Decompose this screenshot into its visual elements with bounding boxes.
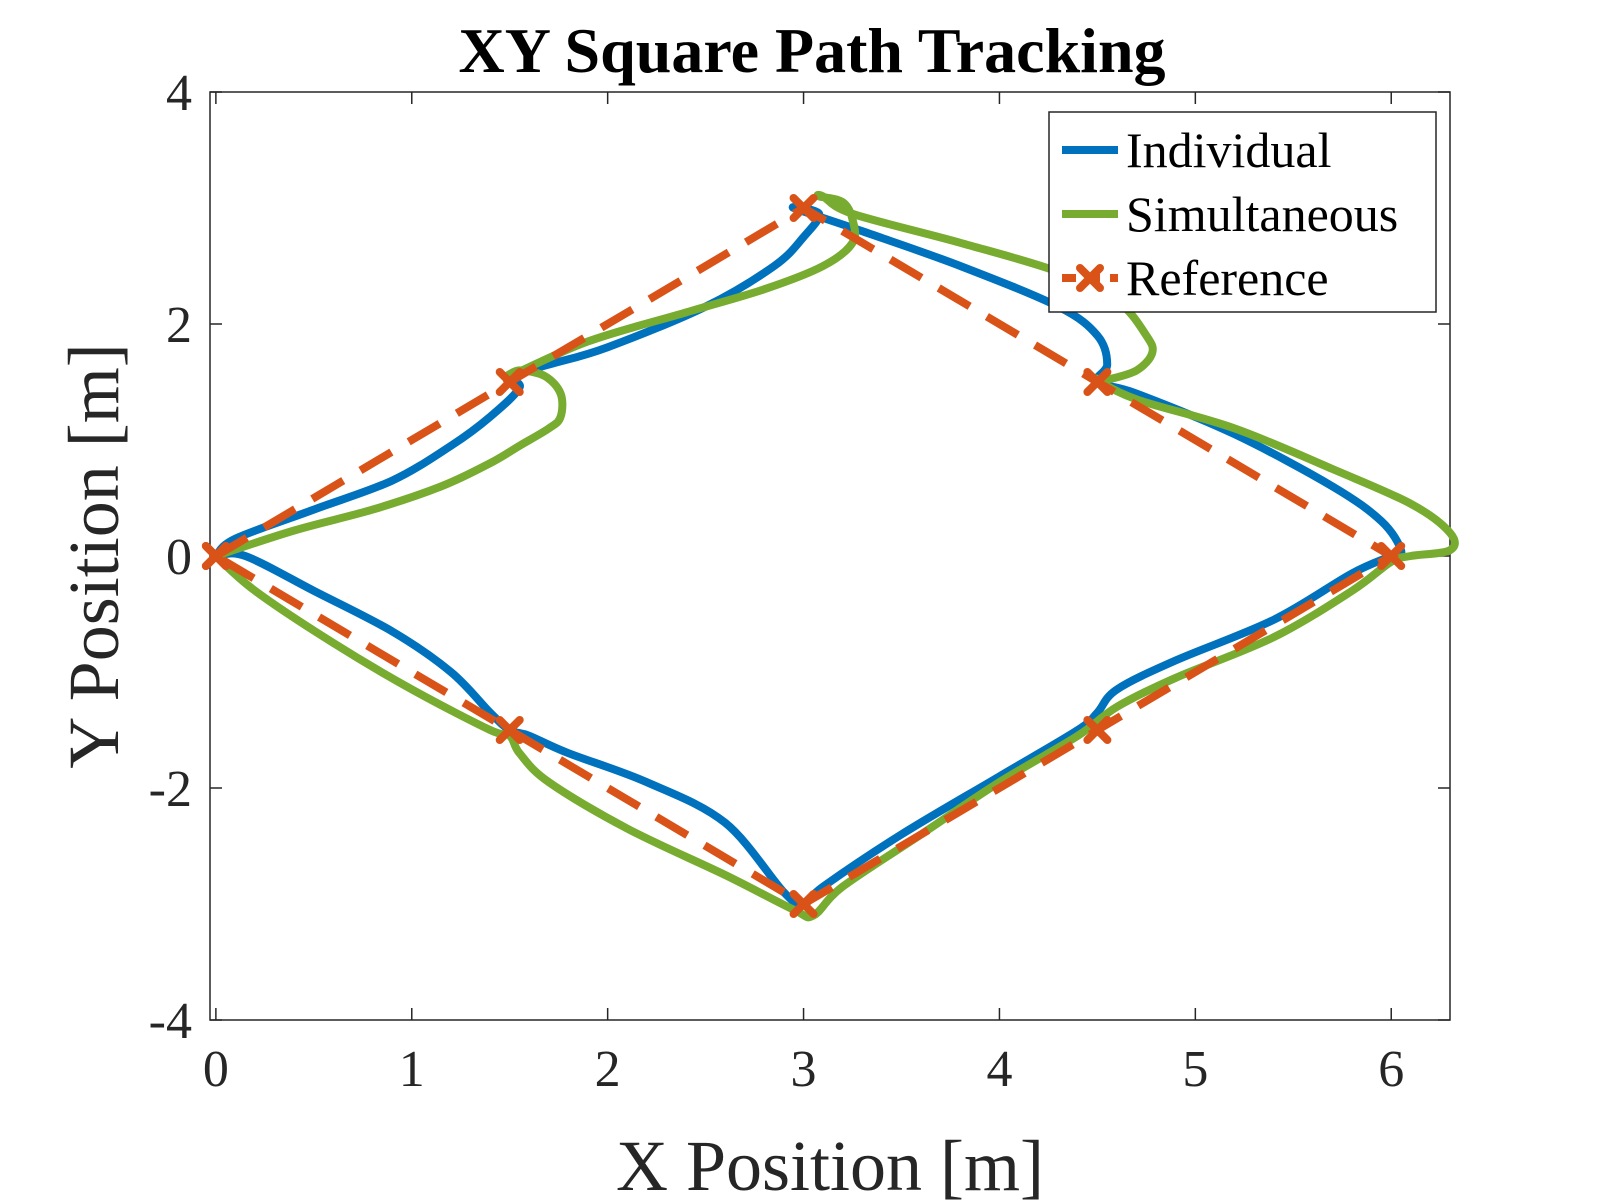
y-tick-labels: -4 -2 0 2 4 bbox=[149, 65, 192, 1050]
legend-label-reference: Reference bbox=[1126, 250, 1329, 306]
legend-label-individual: Individual bbox=[1126, 122, 1332, 178]
data-point-reference bbox=[1083, 368, 1112, 396]
y-tick-label: -4 bbox=[149, 993, 192, 1050]
x-axis-label: X Position [m] bbox=[616, 1126, 1044, 1200]
x-tick-label: 0 bbox=[203, 1041, 229, 1098]
x-tick-label: 1 bbox=[399, 1041, 425, 1098]
x-tick-label: 6 bbox=[1378, 1041, 1404, 1098]
y-tick-label: 0 bbox=[166, 529, 192, 586]
legend: Individual Simultaneous Reference bbox=[1048, 111, 1437, 313]
data-point-reference bbox=[789, 890, 818, 918]
y-tick-label: 4 bbox=[166, 65, 192, 122]
y-tick-label: 2 bbox=[166, 297, 192, 354]
legend-entries: Individual Simultaneous Reference bbox=[1062, 122, 1398, 306]
x-tick-label: 5 bbox=[1182, 1041, 1208, 1098]
data-point-reference bbox=[1083, 716, 1112, 744]
series-individual bbox=[209, 203, 1406, 909]
x-tick-label: 2 bbox=[595, 1041, 621, 1098]
series-layer bbox=[201, 190, 1459, 922]
y-axis-label: Y Position [m] bbox=[54, 343, 134, 768]
legend-marker-reference bbox=[1076, 264, 1104, 292]
legend-entry-individual: Individual bbox=[1062, 122, 1332, 178]
series-reference bbox=[201, 194, 1406, 918]
data-point-reference bbox=[495, 368, 524, 396]
series-line-individual bbox=[209, 203, 1406, 909]
ticks bbox=[210, 91, 1450, 1021]
data-point-reference bbox=[495, 716, 524, 744]
y-tick-label: -2 bbox=[149, 761, 192, 818]
legend-entry-reference: Reference bbox=[1062, 250, 1329, 306]
legend-label-simultaneous: Simultaneous bbox=[1126, 186, 1398, 242]
chart-title: XY Square Path Tracking bbox=[458, 15, 1165, 86]
data-point-reference bbox=[789, 194, 818, 222]
x-tick-label: 4 bbox=[986, 1041, 1012, 1098]
legend-entry-simultaneous: Simultaneous bbox=[1062, 186, 1398, 242]
data-point-reference bbox=[1377, 542, 1406, 570]
x-tick-labels: 0 1 2 3 4 5 6 bbox=[203, 1041, 1404, 1098]
data-point-reference bbox=[201, 542, 230, 570]
x-tick-label: 3 bbox=[791, 1041, 817, 1098]
